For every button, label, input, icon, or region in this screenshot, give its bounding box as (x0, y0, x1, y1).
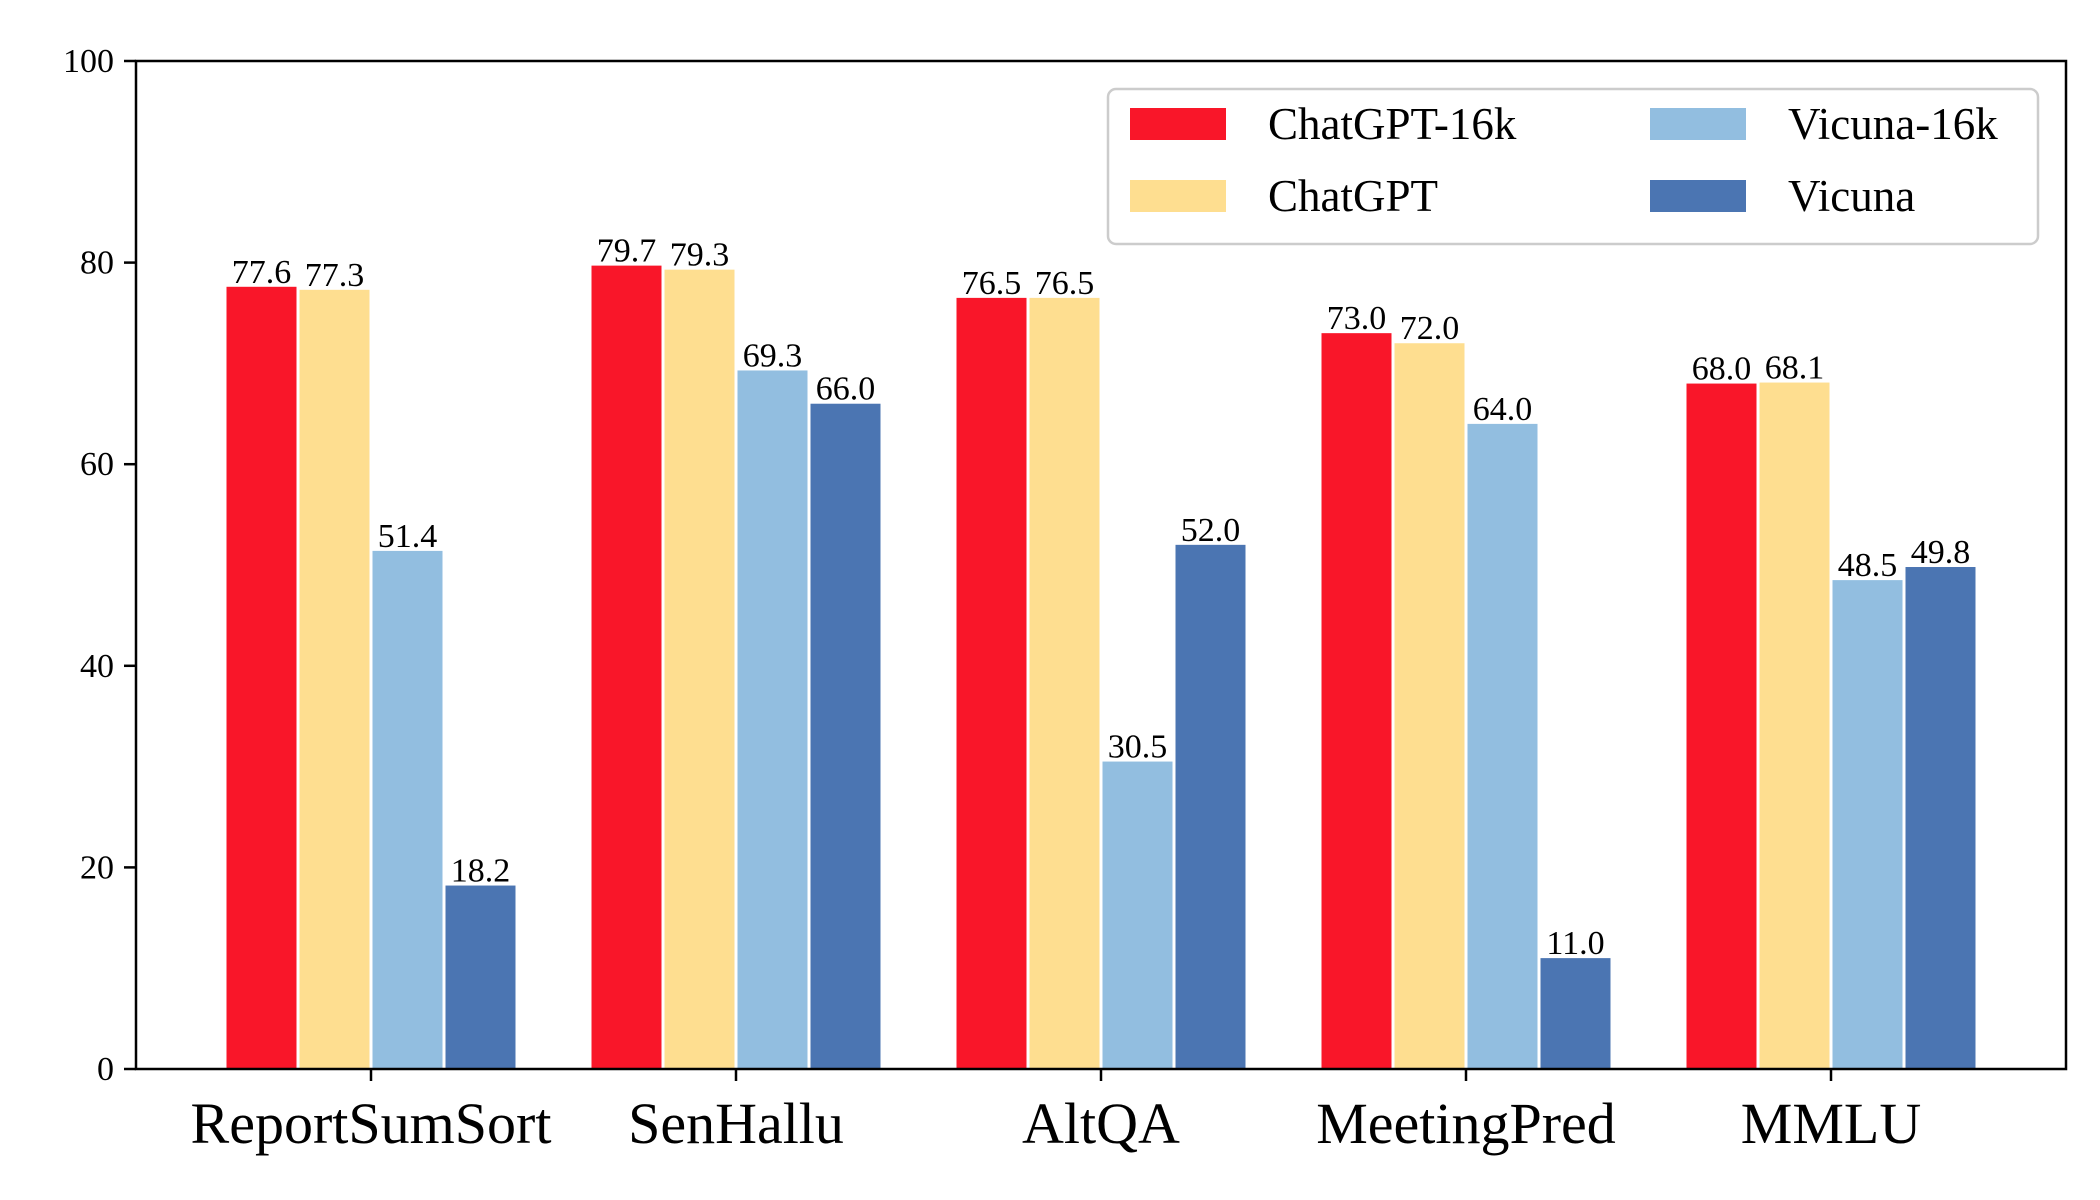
y-tick-label: 60 (80, 446, 114, 483)
x-tick-label: SenHallu (628, 1091, 844, 1156)
bar-chatgpt-16k-mmlu (1686, 383, 1757, 1069)
bar-chatgpt-16k-altqa (956, 297, 1027, 1069)
x-tick-label: ReportSumSort (191, 1091, 552, 1156)
bar-chatgpt-16k-senhallu (591, 265, 662, 1069)
y-tick-label: 100 (63, 43, 114, 80)
legend-swatch (1650, 180, 1746, 212)
bar-chatgpt-reportsumsort (299, 289, 370, 1069)
y-tick-label: 80 (80, 245, 114, 282)
x-tick-label: AltQA (1022, 1091, 1180, 1156)
legend-box (1106, 87, 2040, 246)
bar-vicuna-16k-mmlu (1832, 580, 1903, 1069)
bar-vicuna-altqa (1175, 544, 1246, 1069)
bar-chatgpt-senhallu (664, 269, 735, 1069)
legend-label: Vicuna-16k (1788, 99, 1998, 149)
data-label: 73.0 (1327, 300, 1387, 337)
bar-vicuna-16k-altqa (1102, 761, 1173, 1069)
data-label: 77.6 (232, 254, 292, 291)
y-tick-label: 0 (97, 1051, 114, 1088)
data-label: 11.0 (1546, 925, 1604, 962)
bars-layer (226, 265, 1976, 1070)
legend-label: ChatGPT (1268, 171, 1438, 221)
y-tick-label: 20 (80, 849, 114, 886)
data-label: 68.0 (1692, 351, 1752, 388)
bar-chatgpt-16k-meetingpred (1321, 333, 1392, 1069)
data-label: 79.3 (670, 237, 730, 274)
data-label: 77.3 (305, 257, 365, 294)
x-tick-label: MMLU (1741, 1091, 1921, 1156)
data-label: 18.2 (451, 853, 511, 890)
legend-swatch (1130, 180, 1226, 212)
bar-vicuna-reportsumsort (445, 885, 516, 1069)
data-label: 69.3 (743, 337, 803, 374)
bar-chatgpt-16k-reportsumsort (226, 286, 297, 1069)
bar-chatgpt-altqa (1029, 297, 1100, 1069)
bar-vicuna-senhallu (810, 403, 881, 1070)
data-label: 64.0 (1473, 391, 1533, 428)
bar-chatgpt-mmlu (1759, 382, 1830, 1069)
data-label: 76.5 (1035, 265, 1095, 302)
axes-layer: 0 20 40 60 80 100 ReportSumSort SenHallu AltQA Me… (63, 43, 2068, 1156)
bar-vicuna-16k-meetingpred (1467, 423, 1538, 1069)
data-label: 49.8 (1911, 534, 1971, 571)
data-label: 48.5 (1838, 547, 1898, 584)
bar-vicuna-meetingpred (1540, 958, 1611, 1069)
y-tick-label: 40 (80, 648, 114, 685)
data-label: 76.5 (962, 265, 1022, 302)
x-tick-label: MeetingPred (1316, 1091, 1616, 1156)
legend-label: Vicuna (1788, 171, 1915, 221)
data-label: 51.4 (378, 518, 438, 555)
data-label: 66.0 (816, 371, 876, 408)
bar-chatgpt-meetingpred (1394, 343, 1465, 1069)
legend-swatch (1130, 108, 1226, 140)
bar-vicuna-mmlu (1905, 567, 1976, 1069)
data-label: 52.0 (1181, 512, 1241, 549)
legend-swatch (1650, 108, 1746, 140)
data-label: 68.1 (1765, 350, 1825, 387)
legend-label: ChatGPT-16k (1268, 99, 1517, 149)
data-label: 30.5 (1108, 729, 1168, 766)
legend: ChatGPT-16k ChatGPT Vicuna-16k Vicuna (1106, 87, 2040, 246)
data-label: 72.0 (1400, 310, 1460, 347)
data-labels-layer: 77.6 77.3 51.4 18.2 79.7 79.3 69.3 66.0 76.5 76.5… (232, 233, 1971, 962)
bar-vicuna-16k-senhallu (737, 370, 808, 1069)
data-label: 79.7 (597, 233, 657, 270)
bar-vicuna-16k-reportsumsort (372, 550, 443, 1069)
